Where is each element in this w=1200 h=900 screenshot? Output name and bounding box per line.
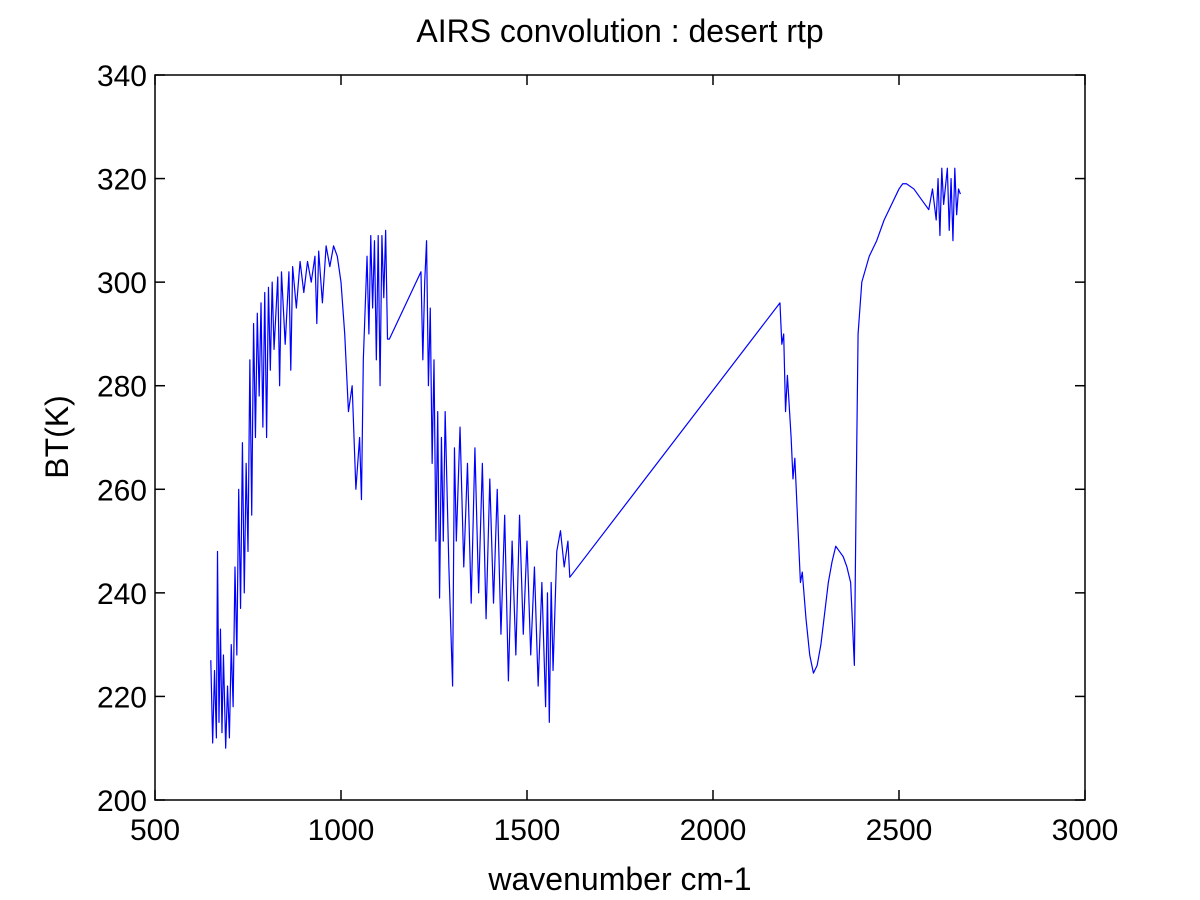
- x-tick-label: 500: [130, 814, 180, 847]
- y-tick-label: 220: [97, 681, 147, 714]
- y-tick-label: 260: [97, 474, 147, 507]
- y-tick-label: 280: [97, 371, 147, 404]
- axes-box: [154, 74, 1086, 801]
- y-tick-label: 320: [97, 164, 147, 197]
- x-axis-label: wavenumber cm-1: [487, 861, 751, 897]
- x-tick-label: 2000: [680, 814, 747, 847]
- y-axis-label: BT(K): [39, 395, 75, 479]
- y-tick-label: 200: [97, 785, 147, 818]
- x-tick-label: 1500: [494, 814, 561, 847]
- y-tick-label: 340: [97, 60, 147, 93]
- y-tick-label: 240: [97, 578, 147, 611]
- y-tick-label: 300: [97, 267, 147, 300]
- x-tick-label: 2500: [866, 814, 933, 847]
- x-tick-label: 3000: [1052, 814, 1119, 847]
- chart-title: AIRS convolution : desert rtp: [416, 13, 823, 49]
- data-line: [210, 167, 961, 749]
- x-tick-label: 1000: [308, 814, 375, 847]
